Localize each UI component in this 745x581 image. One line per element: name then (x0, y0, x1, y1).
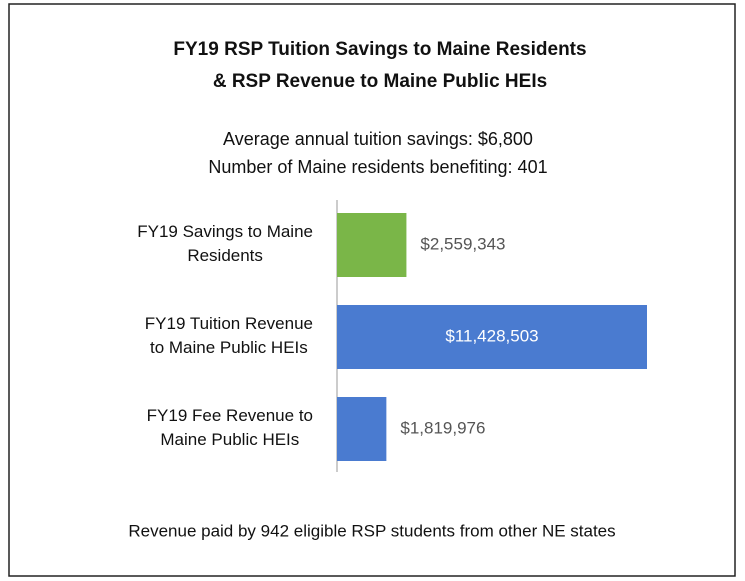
bar (337, 305, 647, 369)
category-label: FY19 Tuition Revenue to Maine Public HEIs (145, 314, 313, 357)
subtitle: Average annual tuition savings: $6,800 (223, 129, 533, 149)
category-label: FY19 Fee Revenue to Maine Public HEIs (147, 406, 313, 449)
value-label: $11,428,503 (445, 326, 538, 345)
category-label: FY19 Savings to Maine Residents (137, 222, 313, 265)
bar (337, 213, 407, 277)
chart-title: FY19 RSP Tuition Savings to Maine Reside… (173, 39, 586, 60)
value-label: $1,819,976 (400, 418, 485, 437)
value-label: $2,559,343 (420, 234, 505, 253)
chart-title: & RSP Revenue to Maine Public HEIs (213, 71, 547, 92)
frame (8, 3, 736, 577)
footnote: Revenue paid by 942 eligible RSP student… (128, 521, 615, 540)
bar (337, 397, 387, 461)
subtitle: Number of Maine residents benefiting: 40… (208, 157, 547, 177)
